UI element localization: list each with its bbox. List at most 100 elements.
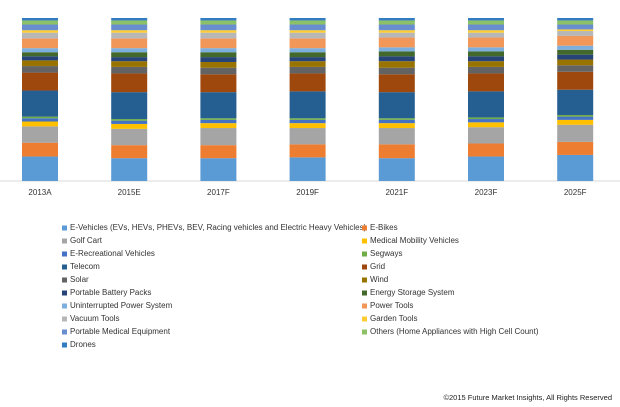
bar-segment [557,49,594,55]
legend-swatch [62,277,67,283]
legend-swatch [362,238,367,244]
bar-segment [200,62,237,68]
bar-segment [289,157,326,181]
x-tick-label: 2017F [207,188,230,197]
bar-segment [200,48,237,53]
bar-segment [111,119,148,121]
bar-segment [111,57,148,62]
bar-segment [22,126,58,143]
legend-swatch [62,251,67,257]
bar-segment [378,128,415,145]
bar-segment [378,32,415,38]
bar-segment [22,48,58,53]
bar-segment [468,37,504,48]
legend-label: Telecom [70,262,100,271]
bar-segment [22,30,58,33]
legend-swatch [362,303,367,309]
bar-segment [200,123,237,129]
bar-segment [378,144,415,159]
bar-segment [200,57,237,63]
bar-segment [468,56,504,62]
bar-segment [22,90,58,117]
bar-segment [200,24,237,31]
bar-segment [111,52,148,58]
bar-segment [200,52,237,58]
bar-segment [378,74,415,93]
legend-label: E-Recreational Vehicles [70,249,155,258]
bar-segment [289,57,326,62]
bar-segment [200,20,237,25]
bar-segment [22,20,58,25]
legend-label: Segways [370,249,402,258]
bar-segment [468,119,504,123]
bar-segment [289,66,326,74]
legend-swatch [62,264,67,270]
bar-segment [22,18,58,21]
bar-segment [289,123,326,129]
bar-segment [200,74,237,93]
legend-label: Solar [70,275,89,284]
bar-segment [289,24,326,31]
bar-segment [111,123,148,129]
bar-segment [289,144,326,158]
bar-segment [468,73,504,92]
bar-segment [111,120,148,124]
bar-segment [111,145,148,159]
bar-segment [468,30,504,33]
bar-segment [468,91,504,118]
bar-segment [557,54,594,60]
bar-segment [200,18,237,21]
bar-segment [289,91,326,119]
bar-segment [378,123,415,129]
bar-segment [289,20,326,25]
bar-segment [111,18,148,21]
bar-segment [289,119,326,124]
bar-segment [22,72,58,91]
bar-segment [468,66,504,74]
bar-segment [200,30,237,33]
legend-swatch [362,290,367,296]
bar-segment [468,122,504,128]
bar-segment [378,92,415,119]
legend-swatch [362,277,367,283]
bar-segment [22,116,58,119]
x-tick-label: 2021F [385,188,408,197]
bar-segment [289,32,326,39]
bar-segment [200,158,237,181]
bar-segment [378,20,415,25]
legend-label: Energy Storage System [370,288,455,297]
bar-segment [468,47,504,52]
bar-segment [289,128,326,145]
legend-label: Wind [370,275,388,284]
bar-segment [289,38,326,49]
legend-swatch [62,303,67,309]
bar-segment [557,116,594,120]
x-tick-label: 2019F [296,188,319,197]
bar-segment [111,128,148,146]
bar-segment [557,114,594,117]
bar-segment [468,32,504,38]
legend-swatch [62,225,67,231]
bar-segment [289,18,326,21]
legend-swatch [362,251,367,257]
x-tick-label: 2013A [28,188,52,197]
bar-segment [111,30,148,33]
bar-segment [557,141,594,155]
bar-segment [557,18,594,21]
bar-segment [111,32,148,39]
bar-segment [557,35,594,46]
legend-swatch [362,264,367,270]
copyright: ©2015 Future Market Insights, All Rights… [443,393,612,402]
bar-segment [378,18,415,21]
bar-segment [378,51,415,57]
bar-segment [557,89,594,115]
bar-segment [557,154,594,181]
bar-segment [111,48,148,53]
bar-segment [557,31,594,36]
bar-segment [557,65,594,72]
bar-segment [378,67,415,75]
bar-segment [378,61,415,68]
bar-segment [200,32,237,39]
legend-label: E-Vehicles (EVs, HEVs, PHEVs, BEV, Racin… [70,223,367,232]
